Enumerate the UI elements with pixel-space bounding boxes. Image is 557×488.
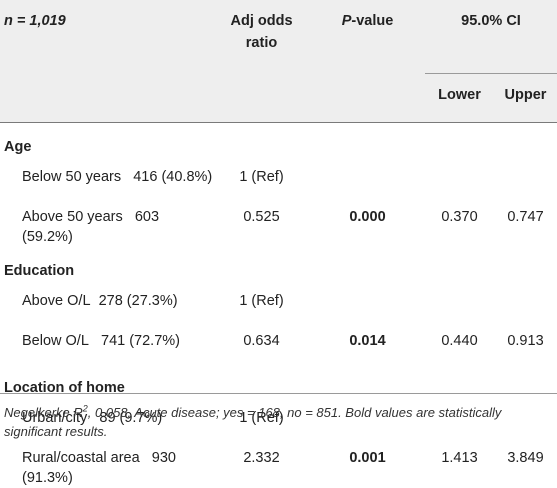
cell-upper: 0.913 [507,332,544,349]
group-row: Location of home [0,364,557,401]
cell-p: 0.000 [349,208,386,225]
cell-p: 0.014 [349,332,386,349]
cell-odds: 0.634 [243,332,280,349]
cell-upper [494,160,557,200]
cell-odds: 1 (Ref) [239,292,284,309]
table-row: Above 50 years 603 (59.2%) 0.525 0.000 0… [0,200,557,247]
n-label: n = 1,019 [4,13,66,29]
header-row: n = 1,019 Adj odds ratio P-value 95.0% C… [0,0,557,74]
cell-upper: 0.747 [507,208,544,225]
cell-p: 0.001 [349,449,386,466]
cell-lower [425,160,494,200]
cell-odds: 1 (Ref) [239,168,284,185]
row-label: Urban/city 89 (9.7%) [22,409,163,426]
row-label: Above 50 years 603 (59.2%) [22,208,160,245]
table-bottom-rule [0,393,557,394]
cell-upper [494,284,557,324]
cell-lower: 0.440 [441,332,478,349]
cell-p [310,284,425,324]
table-row: Below O/L 741 (72.7%) 0.634 0.014 0.440 … [0,324,557,364]
col-95-ci: 95.0% CI [425,0,557,74]
cell-lower [425,284,494,324]
cell-odds: 2.332 [243,449,280,466]
table-row: Above O/L 278 (27.3%) 1 (Ref) [0,284,557,324]
group-title: Age [4,139,32,155]
group-title: Education [4,262,75,279]
col-adj-odds-ratio: Adj odds ratio [230,13,293,51]
row-label: Above O/L 278 (27.3%) [22,292,178,309]
group-row: Age [0,123,557,160]
cell-odds: 0.525 [243,208,280,225]
cell-lower: 0.370 [441,208,478,225]
table-row: Below 50 years 416 (40.8%) 1 (Ref) [0,160,557,200]
group-row: Education [0,247,557,284]
row-label: Below 50 years 416 (40.8%) [22,168,213,185]
table-footnote: Negelkerke R2, 0.058, Acute disease; yes… [4,403,502,439]
cell-odds: 1 (Ref) [239,409,284,426]
group-title: Location of home [4,379,125,396]
col-lower: Lower [438,87,481,103]
col-p-value: P-value [341,13,394,29]
col-upper: Upper [504,87,547,103]
row-label: Below O/L 741 (72.7%) [22,332,180,349]
cell-lower: 1.413 [441,449,478,466]
cell-upper: 3.849 [507,449,544,466]
row-label: Rural/coastal area 930 (91.3%) [22,449,176,486]
cell-p [310,160,425,200]
table-row: Rural/coastal area 930 (91.3%) 2.332 0.0… [0,441,557,488]
table-row: Urban/city 89 (9.7%) 1 (Ref) [0,401,557,441]
